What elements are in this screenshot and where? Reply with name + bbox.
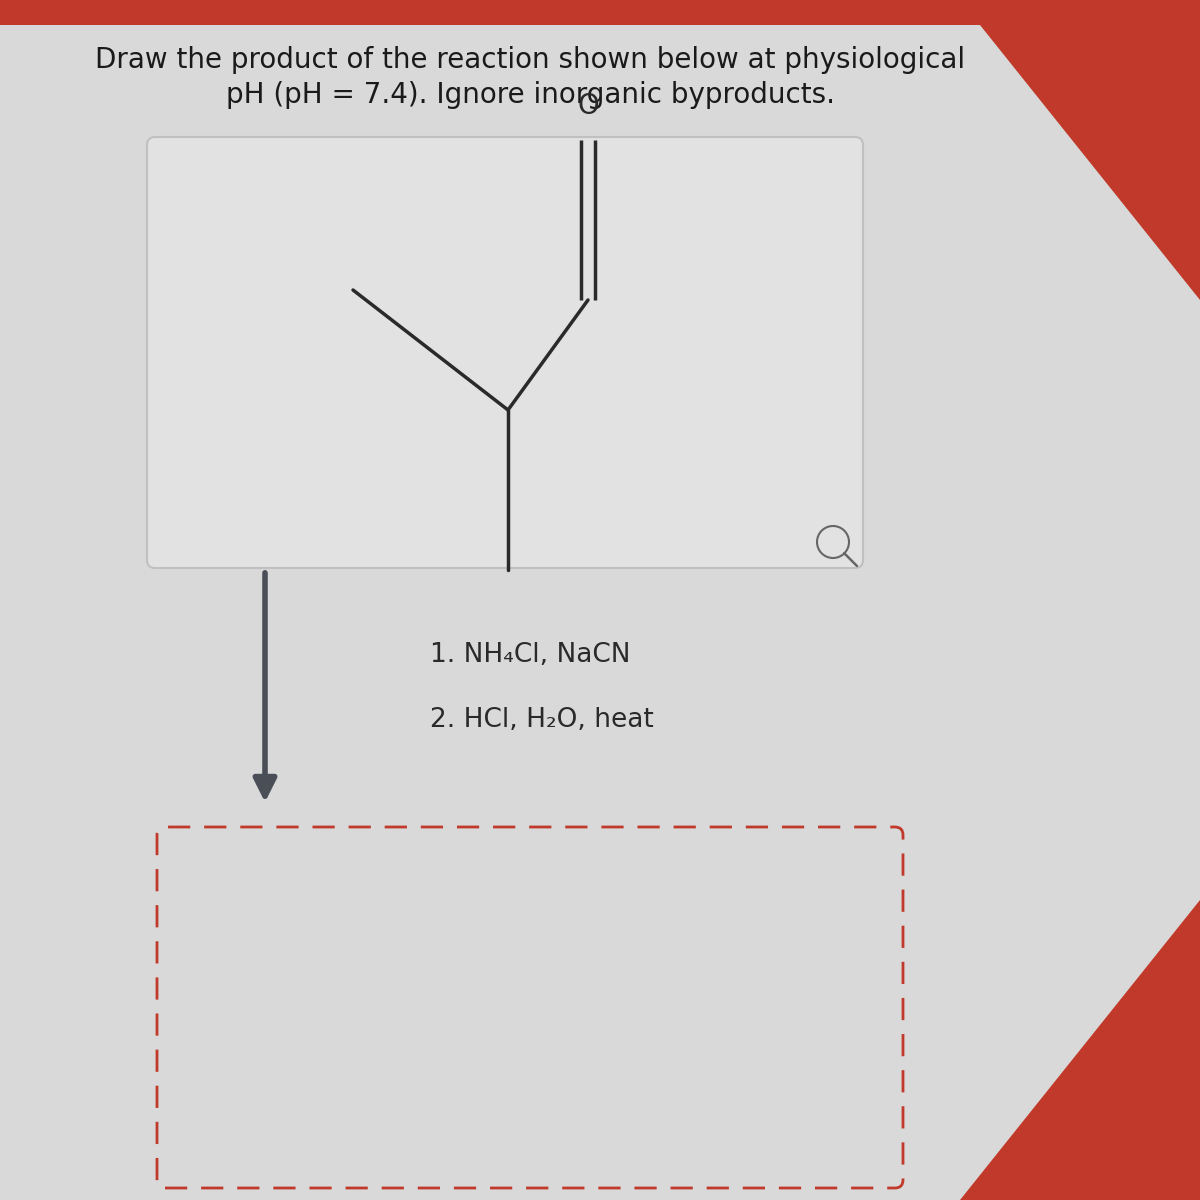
- Bar: [0, 0, 1200, 25]
- Polygon shape: [960, 0, 1200, 300]
- Text: pH (pH = 7.4). Ignore inorganic byproducts.: pH (pH = 7.4). Ignore inorganic byproduc…: [226, 80, 834, 109]
- Polygon shape: [960, 900, 1200, 1200]
- FancyBboxPatch shape: [148, 137, 863, 568]
- Text: Draw the product of the reaction shown below at physiological: Draw the product of the reaction shown b…: [95, 46, 965, 74]
- FancyBboxPatch shape: [157, 827, 904, 1188]
- Text: 2. HCl, H₂O, heat: 2. HCl, H₂O, heat: [430, 707, 654, 733]
- Text: O: O: [577, 92, 599, 120]
- Text: 1. NH₄Cl, NaCN: 1. NH₄Cl, NaCN: [430, 642, 630, 668]
